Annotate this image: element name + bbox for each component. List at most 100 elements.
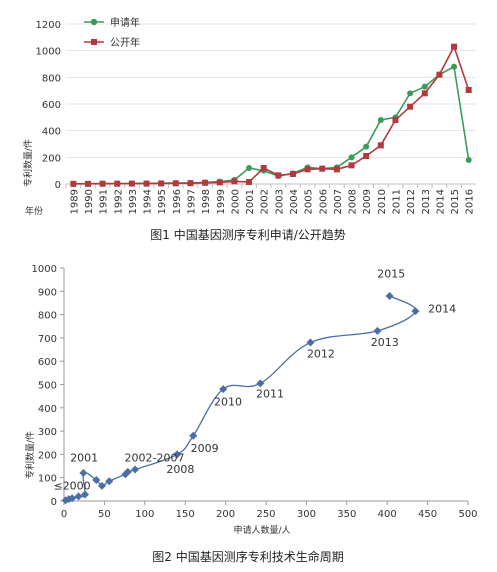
series-point: [172, 180, 179, 187]
series-point: [465, 157, 472, 163]
series-point: [465, 87, 472, 93]
series-line-1: [73, 65, 470, 185]
y-tick-label: 300: [38, 427, 57, 438]
lifecycle-chart: 0 100 200 300 400 500 600 700 800 900 1000 0 50 100 1…: [24, 264, 478, 564]
y-tick-label: 500: [38, 381, 57, 392]
series-point: [260, 165, 267, 171]
diamond-point: [97, 481, 106, 490]
year-label: 2010: [214, 395, 242, 408]
y-tick-label: 1000: [36, 47, 61, 58]
series-point: [202, 179, 209, 186]
series-point: [377, 142, 384, 149]
series-point: [319, 165, 326, 172]
x-tick-label: 1990: [84, 189, 95, 214]
y-tick-label: 200: [42, 153, 61, 164]
x-tick-label: 2002: [260, 189, 271, 214]
diamond-point: [306, 338, 315, 347]
diamond-point: [256, 379, 265, 388]
diamond-point: [81, 490, 90, 499]
x-tick-label: 2016: [465, 189, 476, 214]
y-tick-label: 100: [38, 474, 57, 485]
series-point: [231, 178, 238, 185]
y-tick-label: 400: [42, 127, 61, 138]
series-point: [216, 179, 223, 186]
x-tick-label: 2006: [318, 189, 329, 214]
y-tick-label: 600: [42, 100, 61, 111]
diamond-point: [373, 326, 382, 335]
series-point: [436, 71, 443, 78]
diamond-point: [92, 476, 101, 485]
series-point: [363, 153, 370, 159]
y-axis-label: 专利数量/件: [24, 431, 36, 479]
series-point: [114, 180, 121, 187]
x-tick-label: 1995: [157, 189, 168, 214]
y-tick-label: 1000: [32, 264, 57, 275]
x-tick-label: 1997: [186, 189, 197, 214]
diamond-point: [68, 494, 77, 503]
series-point: [289, 171, 296, 177]
diamond-point: [64, 495, 73, 504]
x-tick-label: 100: [135, 509, 154, 520]
x-tick-label: 2001: [245, 189, 256, 214]
y-tick-label: 900: [38, 287, 57, 298]
series-point: [143, 180, 150, 187]
series-point: [363, 143, 370, 150]
x-tick-label: 1996: [172, 189, 183, 214]
year-label: 2014: [428, 302, 456, 315]
diamond-point: [79, 469, 88, 478]
x-tick-label: 150: [176, 509, 195, 520]
y-tick-label: 400: [38, 404, 57, 415]
diamond-point: [131, 465, 140, 474]
series-point: [187, 180, 194, 187]
x-tick-label: 2011: [391, 189, 402, 214]
diamond-point: [74, 492, 83, 501]
y-tick-label: 0: [51, 497, 57, 508]
x-tick-label: 500: [458, 509, 477, 520]
year-label: 2009: [191, 442, 219, 455]
series-point: [333, 166, 340, 173]
series-point: [99, 180, 106, 187]
x-tick-label: 1992: [113, 189, 124, 214]
y-tick-labels: 0 200 400 600 800 1000 1200: [36, 20, 61, 191]
x-tick-label: 2014: [435, 189, 446, 214]
y-tick-label: 600: [38, 357, 57, 368]
series-point: [348, 162, 355, 169]
x-tick-label: 50: [98, 509, 111, 520]
y-gridlines: [65, 23, 476, 188]
legend-marker: [91, 39, 97, 45]
diamond-point: [105, 477, 114, 486]
x-tick-label: 350: [337, 509, 356, 520]
series-point: [246, 179, 253, 185]
x-tick-label: 2013: [421, 189, 432, 214]
chart-caption: 图1 中国基因测序专利申请/公开趋势: [150, 227, 346, 242]
year-label: 2011: [256, 387, 284, 400]
y-axis-label: 专利数量/件: [22, 139, 34, 187]
series-point: [304, 166, 311, 173]
series-point: [421, 83, 428, 90]
diamond-point: [173, 450, 182, 459]
x-tick-label: 1994: [143, 189, 154, 214]
year-label: 2008: [166, 463, 194, 476]
x-tick-label: 450: [418, 509, 437, 520]
x-tick-label: 200: [216, 509, 235, 520]
diamond-point: [385, 291, 394, 300]
y-tick-label: 700: [38, 334, 57, 345]
series-point: [70, 180, 77, 187]
x-tick-label: 2010: [377, 189, 388, 214]
x-tick-label: 2007: [333, 189, 344, 214]
legend-label: 公开年: [110, 36, 140, 49]
x-axis-label: 年份: [25, 205, 43, 217]
year-label: 2013: [371, 336, 399, 349]
x-tick-label: 2004: [289, 189, 300, 214]
series-point: [392, 117, 399, 123]
series-point: [158, 180, 165, 187]
x-tick-label: 250: [256, 509, 275, 520]
series-point: [348, 154, 355, 161]
y-tick-label: 200: [38, 450, 57, 461]
x-tick-label: 0: [61, 509, 67, 520]
x-tick-label: 2003: [274, 189, 285, 214]
series-point: [246, 165, 253, 171]
series-point: [421, 90, 428, 97]
y-tick-label: 800: [38, 311, 57, 322]
